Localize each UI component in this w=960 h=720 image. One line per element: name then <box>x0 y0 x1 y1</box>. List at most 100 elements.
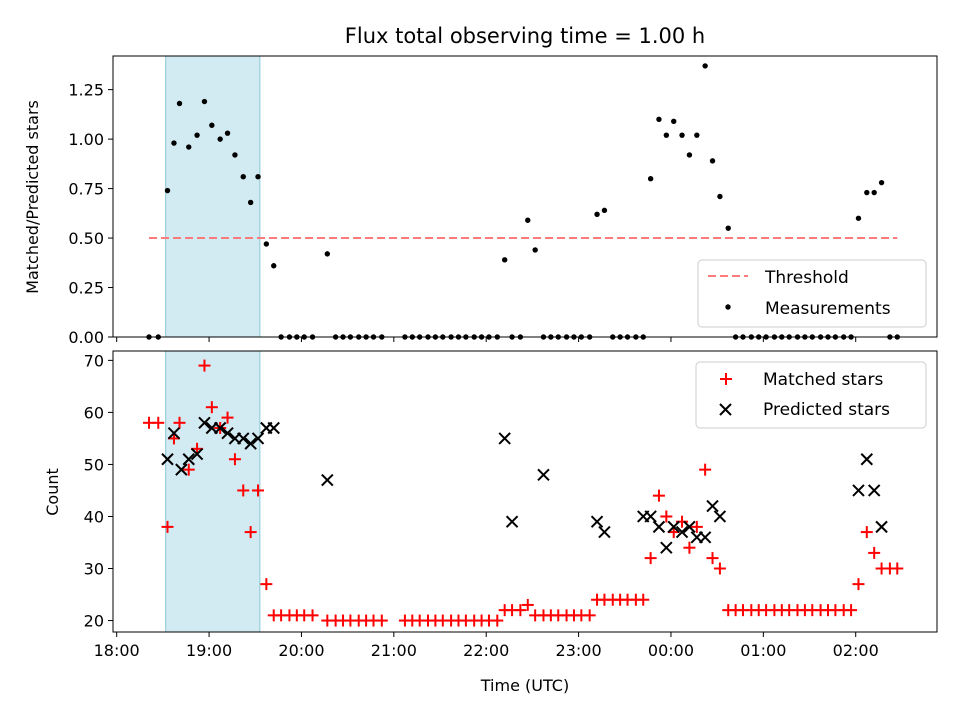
matched-point <box>252 484 265 497</box>
measurement-point <box>471 334 477 340</box>
measurement-point <box>294 334 300 340</box>
measurement-point <box>171 140 177 146</box>
predicted-point-b <box>644 510 657 523</box>
predicted-point <box>161 453 174 466</box>
matched-point <box>375 614 388 627</box>
predicted-point <box>167 427 181 440</box>
legend-predicted-swatch <box>719 403 732 416</box>
measurement-point <box>887 334 893 340</box>
predicted-point-b <box>590 515 604 528</box>
chart-title: Flux total observing time = 1.00 h <box>345 24 705 48</box>
x-tick-label: 20:00 <box>278 641 324 660</box>
x-tick-label: 23:00 <box>556 641 602 660</box>
x-tick-label: 02:00 <box>833 641 879 660</box>
y-tick-label: 0.75 <box>68 180 104 199</box>
measurement-point <box>486 334 492 340</box>
measurement-point <box>356 334 362 340</box>
predicted-point <box>875 520 888 534</box>
measurement-point <box>324 251 331 257</box>
matched-point <box>583 609 596 622</box>
y-tick-label: 0.50 <box>68 229 104 248</box>
predicted-point <box>267 421 280 435</box>
measurement-point <box>832 334 839 340</box>
measurement-point <box>694 132 700 138</box>
matched-point <box>237 484 250 497</box>
predicted-point <box>175 463 188 476</box>
matched-point <box>852 578 865 591</box>
predicted-point-b <box>706 499 719 513</box>
measurement-point <box>586 334 593 340</box>
measurement-point <box>563 334 570 340</box>
measurement-point <box>656 116 662 123</box>
matched-point <box>868 546 881 559</box>
measurement-point <box>286 334 293 340</box>
measurement-point <box>425 334 431 340</box>
measurement-point <box>463 334 469 340</box>
predicted-point-b <box>860 453 874 466</box>
matched-point <box>521 598 534 611</box>
x-tick-label: 22:00 <box>463 641 509 660</box>
measurement-point <box>416 334 423 340</box>
x-tick-label: 00:00 <box>648 641 694 660</box>
predicted-point-b <box>852 484 865 497</box>
legend-matched-label: Matched stars <box>763 370 883 390</box>
matched-point <box>699 463 712 476</box>
matched-point <box>205 401 218 414</box>
matched-point <box>845 604 858 617</box>
predicted-point-b <box>598 525 611 539</box>
predicted-point <box>590 515 604 528</box>
predicted-point-b <box>213 421 227 435</box>
predicted-point-b <box>167 427 181 440</box>
predicted-point <box>706 499 719 513</box>
measurement-point <box>548 334 554 340</box>
matched-point <box>690 520 703 533</box>
measurement-point <box>517 334 524 340</box>
legend-top-box <box>697 259 927 328</box>
measurement-point <box>702 63 708 69</box>
measurement-point <box>663 132 670 138</box>
x-tick-label: 18:00 <box>94 641 140 660</box>
predicted-point-b <box>698 531 712 544</box>
predicted-point <box>321 473 334 487</box>
matched-point <box>173 416 186 429</box>
predicted-point-b <box>675 525 689 539</box>
matched-point <box>152 416 165 429</box>
matched-point <box>637 593 650 606</box>
shaded-interval <box>165 55 261 338</box>
measurement-point <box>402 334 408 340</box>
predicted-point <box>598 525 611 539</box>
matched-point <box>644 552 657 565</box>
predicted-point-b <box>198 416 211 430</box>
legend-measurements-swatch <box>725 304 731 310</box>
measurement-point <box>633 334 639 340</box>
legend-bottom: Matched stars Predicted stars <box>695 361 927 429</box>
measurement-point <box>209 122 215 128</box>
measurement-point <box>217 136 223 142</box>
predicted-point <box>244 437 257 450</box>
matched-point <box>491 614 504 627</box>
x-tick-label: 19:00 <box>186 641 232 660</box>
predicted-point-b <box>161 453 174 466</box>
measurement-point <box>379 334 385 340</box>
measurement-point <box>363 334 369 340</box>
measurement-point <box>263 241 270 247</box>
measurement-point <box>709 158 716 164</box>
top-y-axis-label: Matched/Predicted stars <box>23 100 42 294</box>
measurement-point <box>786 334 792 340</box>
predicted-point <box>182 453 195 466</box>
measurement-point <box>509 334 515 340</box>
matched-point <box>161 520 174 533</box>
x-axis-label: Time (UTC) <box>480 676 569 695</box>
predicted-point <box>660 541 673 554</box>
measurement-point <box>440 334 446 340</box>
bottom-panel: Count Time (UTC) 18:00 19:00 20:00 21:00 22:… <box>43 350 938 695</box>
measurement-point <box>370 334 377 340</box>
measurement-point <box>432 334 439 340</box>
matched-point <box>260 578 273 591</box>
top-plot-area: 0.00 0.25 0.50 0.75 1.00 1.25 <box>68 55 938 347</box>
measurement-point <box>332 334 339 340</box>
measurement-point <box>271 263 277 269</box>
matched-point <box>713 562 726 575</box>
predicted-point-b <box>237 432 250 445</box>
measurement-point <box>409 334 416 340</box>
